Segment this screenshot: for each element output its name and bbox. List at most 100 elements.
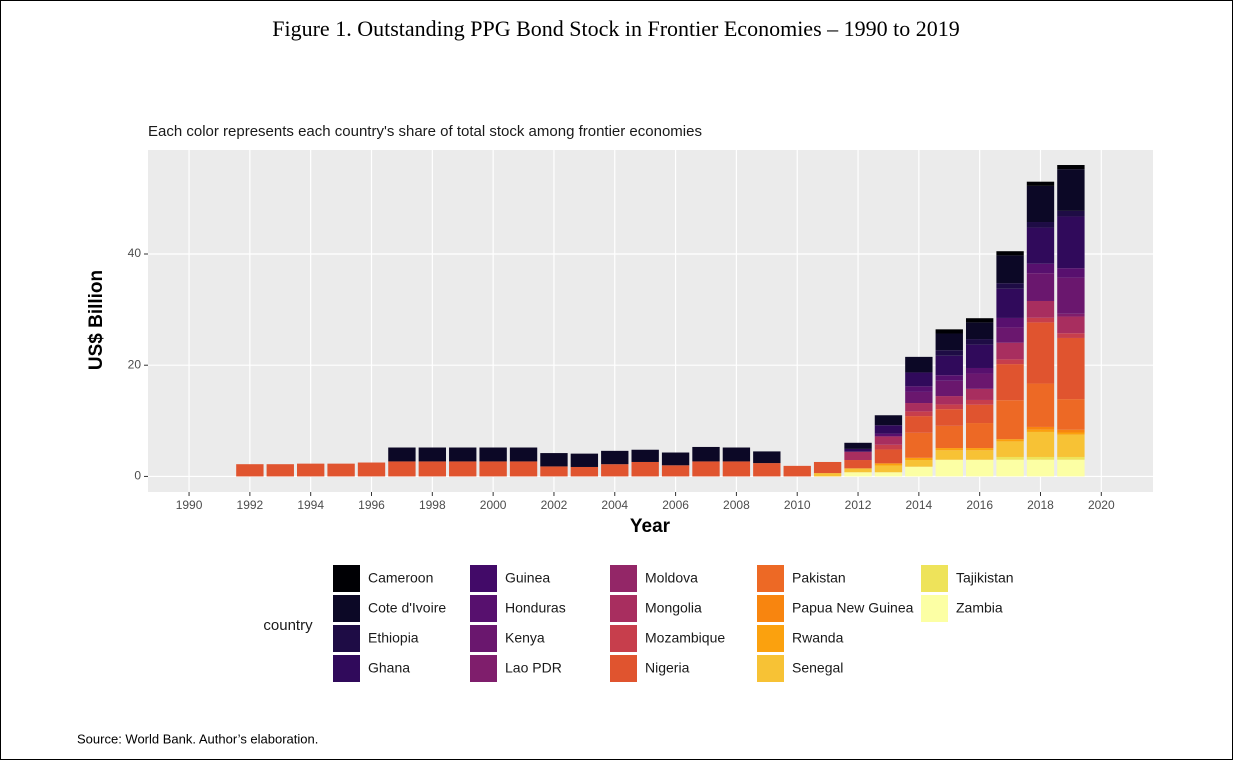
bar-segment xyxy=(874,433,903,437)
bar-segment xyxy=(418,461,447,477)
bar-segment xyxy=(1026,181,1055,186)
bar-segment xyxy=(874,425,903,434)
x-tick-label: 1998 xyxy=(419,498,446,512)
bar-segment xyxy=(1026,185,1055,223)
bar-segment xyxy=(509,461,538,477)
legend-key xyxy=(757,655,784,682)
bar-segment xyxy=(965,373,994,389)
bar-segment xyxy=(965,339,994,345)
bar-segment xyxy=(905,411,933,417)
bar-segment xyxy=(935,355,963,376)
bar-segment xyxy=(1057,432,1085,435)
bar-segment xyxy=(1026,431,1055,457)
bar-segment xyxy=(297,463,325,477)
x-tick-label: 2010 xyxy=(784,498,811,512)
legend-label: Ghana xyxy=(368,660,410,676)
legend-label: Papua New Guinea xyxy=(792,600,914,616)
bar-segment xyxy=(418,447,447,462)
bar-segment xyxy=(1026,273,1055,301)
bar-segment xyxy=(540,466,568,477)
bar-segment xyxy=(996,283,1024,289)
x-tick-label: 2014 xyxy=(906,498,933,512)
bar-segment xyxy=(1026,322,1055,384)
bar-segment xyxy=(965,388,994,400)
bar-segment xyxy=(1026,222,1055,228)
bar-segment xyxy=(965,367,994,374)
x-tick-label: 2018 xyxy=(1027,498,1054,512)
bar-segment xyxy=(1026,456,1055,460)
bar-segment xyxy=(601,464,629,477)
bar-segment xyxy=(753,451,781,464)
bar-segment xyxy=(996,317,1024,328)
grid: 0 20 40 1990 1992 1994 1996 1998 2000 2002 2004 200… xyxy=(128,150,1153,512)
legend-key xyxy=(333,565,360,592)
bar-segment xyxy=(1026,429,1055,432)
bar-segment xyxy=(905,403,933,412)
legend-label: Kenya xyxy=(505,630,545,646)
legend-label: Zambia xyxy=(956,600,1003,616)
bar-segment xyxy=(631,461,659,477)
bar-segment xyxy=(844,442,872,449)
legend-key xyxy=(610,595,637,622)
y-tick-label: 40 xyxy=(128,246,142,260)
bar-segment xyxy=(905,460,933,467)
bar-segment xyxy=(905,391,933,404)
bar-segment xyxy=(509,447,538,462)
x-axis-title: Year xyxy=(630,516,671,537)
bar-segment xyxy=(935,448,963,451)
bar-segment xyxy=(1026,263,1055,274)
bar-segment xyxy=(996,255,1024,284)
bar-segment xyxy=(479,461,507,477)
bar-segment xyxy=(905,432,933,458)
bar-segment xyxy=(449,461,477,477)
x-tick-label: 2008 xyxy=(723,498,750,512)
bar-segment xyxy=(996,441,1024,457)
x-tick-label: 1992 xyxy=(237,498,264,512)
bar-segment xyxy=(1026,426,1055,430)
bar-segment xyxy=(570,453,599,467)
bar-segment xyxy=(570,466,599,477)
x-tick-label: 2004 xyxy=(601,498,628,512)
chart-title: Figure 1. Outstanding PPG Bond Stock in … xyxy=(272,16,960,41)
bar-segment xyxy=(905,356,933,373)
y-axis-title: US$ Billion xyxy=(86,270,107,370)
bar-segment xyxy=(449,447,477,462)
bar-segment xyxy=(965,322,994,340)
bar-segment xyxy=(935,450,963,460)
bar-segment xyxy=(631,449,659,462)
bar-segment xyxy=(996,364,1024,401)
bar-segment xyxy=(935,329,963,334)
bar-segment xyxy=(874,449,903,464)
legend-key xyxy=(470,565,497,592)
bar-segment xyxy=(1057,165,1085,170)
bar-segment xyxy=(388,461,416,477)
bar-segment xyxy=(813,461,842,474)
bar-segment xyxy=(965,450,994,460)
bar-segment xyxy=(996,327,1024,343)
legend-key xyxy=(470,625,497,652)
bar-segment xyxy=(935,333,963,351)
source-note: Source: World Bank. Author’s elaboration… xyxy=(77,731,318,746)
bar-segment xyxy=(1026,383,1055,427)
bar-segment xyxy=(874,415,903,426)
x-tick-label: 2020 xyxy=(1088,498,1115,512)
legend-label: Tajikistan xyxy=(956,570,1014,586)
bar-segment xyxy=(996,288,1024,318)
bar-segment xyxy=(905,457,933,461)
legend-key xyxy=(757,595,784,622)
bar-segment xyxy=(1026,300,1055,318)
legend-label: Senegal xyxy=(792,660,843,676)
bar-segment xyxy=(1057,429,1085,433)
bar-segment xyxy=(1057,316,1085,334)
bar-segment xyxy=(935,350,963,356)
bar-segment xyxy=(1057,434,1085,457)
legend-label: Rwanda xyxy=(792,630,844,646)
bar-segment xyxy=(965,318,994,323)
legend-label: Lao PDR xyxy=(505,660,562,676)
bar-segment xyxy=(935,425,963,449)
bar-segment xyxy=(1057,210,1085,217)
bar-segment xyxy=(357,462,386,477)
bar-segment xyxy=(1026,459,1055,477)
bar-segment xyxy=(1057,277,1085,314)
